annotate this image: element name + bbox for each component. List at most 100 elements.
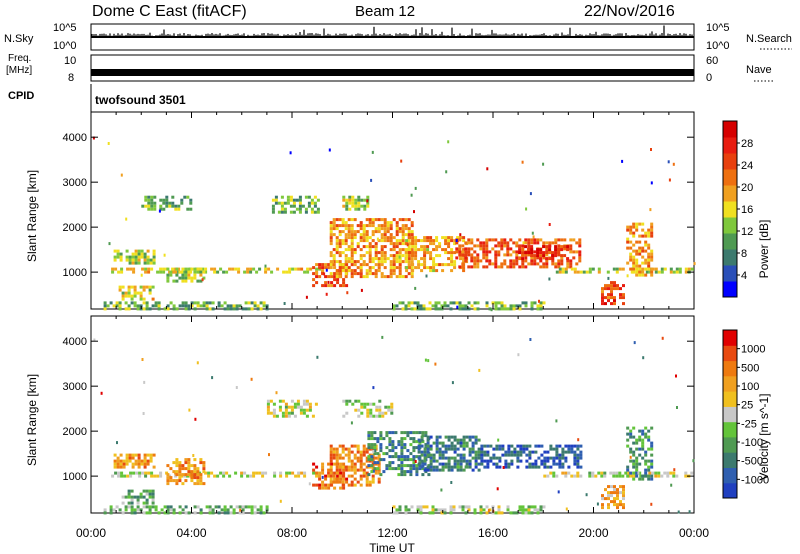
data-cell (148, 291, 152, 295)
data-cell (400, 449, 404, 453)
data-cell (406, 434, 410, 438)
data-cell (370, 446, 374, 450)
data-cell (193, 307, 197, 311)
data-cell (145, 307, 149, 311)
data-cell (462, 239, 466, 243)
data-cell (311, 414, 315, 418)
data-cell (153, 204, 157, 208)
data-cell (480, 456, 484, 460)
data-cell (576, 444, 580, 448)
data-cell (672, 471, 676, 475)
data-cell (534, 465, 538, 469)
data-cell (409, 437, 413, 441)
data-cell (482, 265, 486, 269)
data-cell (371, 230, 375, 234)
data-cell (131, 255, 135, 259)
data-cell (400, 446, 404, 450)
data-cell (453, 242, 457, 246)
data-cell (348, 207, 352, 211)
data-cell (650, 462, 654, 466)
data-cell (509, 304, 513, 308)
data-cell (426, 444, 430, 448)
data-cell (638, 447, 642, 451)
y-tick-label: 3000 (63, 381, 87, 393)
data-cell (341, 447, 345, 451)
data-cell (152, 249, 156, 253)
data-cell (423, 236, 427, 240)
data-cell (281, 411, 285, 415)
data-cell (141, 204, 145, 208)
data-cell (473, 265, 477, 269)
data-cell (437, 508, 441, 512)
data-cell (342, 278, 346, 282)
data-cell (447, 444, 451, 448)
data-cell (353, 456, 357, 460)
data-cell (650, 225, 654, 229)
data-cell (327, 474, 331, 478)
data-cell (489, 456, 493, 460)
data-cell (450, 447, 454, 451)
data-cell (381, 335, 384, 339)
data-cell (398, 266, 402, 270)
data-cell (354, 399, 358, 403)
nsky-trace (91, 25, 693, 37)
data-cell (350, 474, 354, 478)
data-cell (238, 304, 242, 308)
data-cell (372, 449, 375, 453)
data-cell (316, 355, 319, 359)
data-cell (136, 291, 140, 295)
data-cell (426, 441, 430, 445)
data-cell (573, 456, 577, 460)
data-cell (127, 489, 131, 493)
data-cell (178, 464, 182, 468)
data-cell (409, 458, 413, 462)
data-cell (329, 263, 333, 267)
data-cell (510, 462, 514, 466)
data-cell (524, 259, 528, 263)
data-cell (398, 230, 402, 234)
data-cell (287, 411, 291, 415)
data-cell (141, 358, 144, 361)
data-cell (420, 263, 424, 267)
x-tick-label: 20:00 (578, 526, 608, 540)
data-cell (259, 511, 263, 515)
data-cell (435, 438, 439, 442)
data-cell (650, 148, 652, 151)
data-cell (333, 266, 337, 270)
data-cell (462, 444, 466, 448)
data-cell (420, 257, 424, 261)
data-cell (359, 224, 363, 228)
data-cell (549, 444, 553, 448)
data-cell (504, 450, 508, 454)
data-cell (140, 249, 144, 253)
data-cell (604, 488, 607, 492)
data-cell (573, 267, 577, 271)
data-cell (424, 443, 428, 447)
data-cell (626, 438, 630, 442)
data-cell (519, 447, 523, 451)
data-cell (465, 444, 469, 448)
data-cell (344, 453, 348, 457)
data-cell (347, 236, 351, 240)
data-cell (293, 414, 297, 418)
data-cell (432, 248, 436, 252)
data-cell (500, 244, 504, 248)
data-cell (341, 444, 345, 448)
data-cell (530, 238, 534, 242)
data-cell (669, 270, 673, 274)
data-cell (146, 261, 150, 265)
data-cell (143, 459, 147, 463)
data-cell (519, 453, 523, 457)
data-cell (610, 485, 613, 489)
data-cell (624, 471, 628, 475)
data-cell (151, 492, 155, 496)
colorbar-frame (722, 329, 738, 499)
data-cell (347, 227, 351, 231)
data-cell (459, 456, 463, 460)
data-cell (437, 301, 441, 305)
data-cell (554, 251, 558, 255)
data-cell (156, 270, 160, 274)
data-cell (277, 201, 281, 205)
data-cell (202, 461, 206, 465)
data-cell (187, 276, 191, 280)
